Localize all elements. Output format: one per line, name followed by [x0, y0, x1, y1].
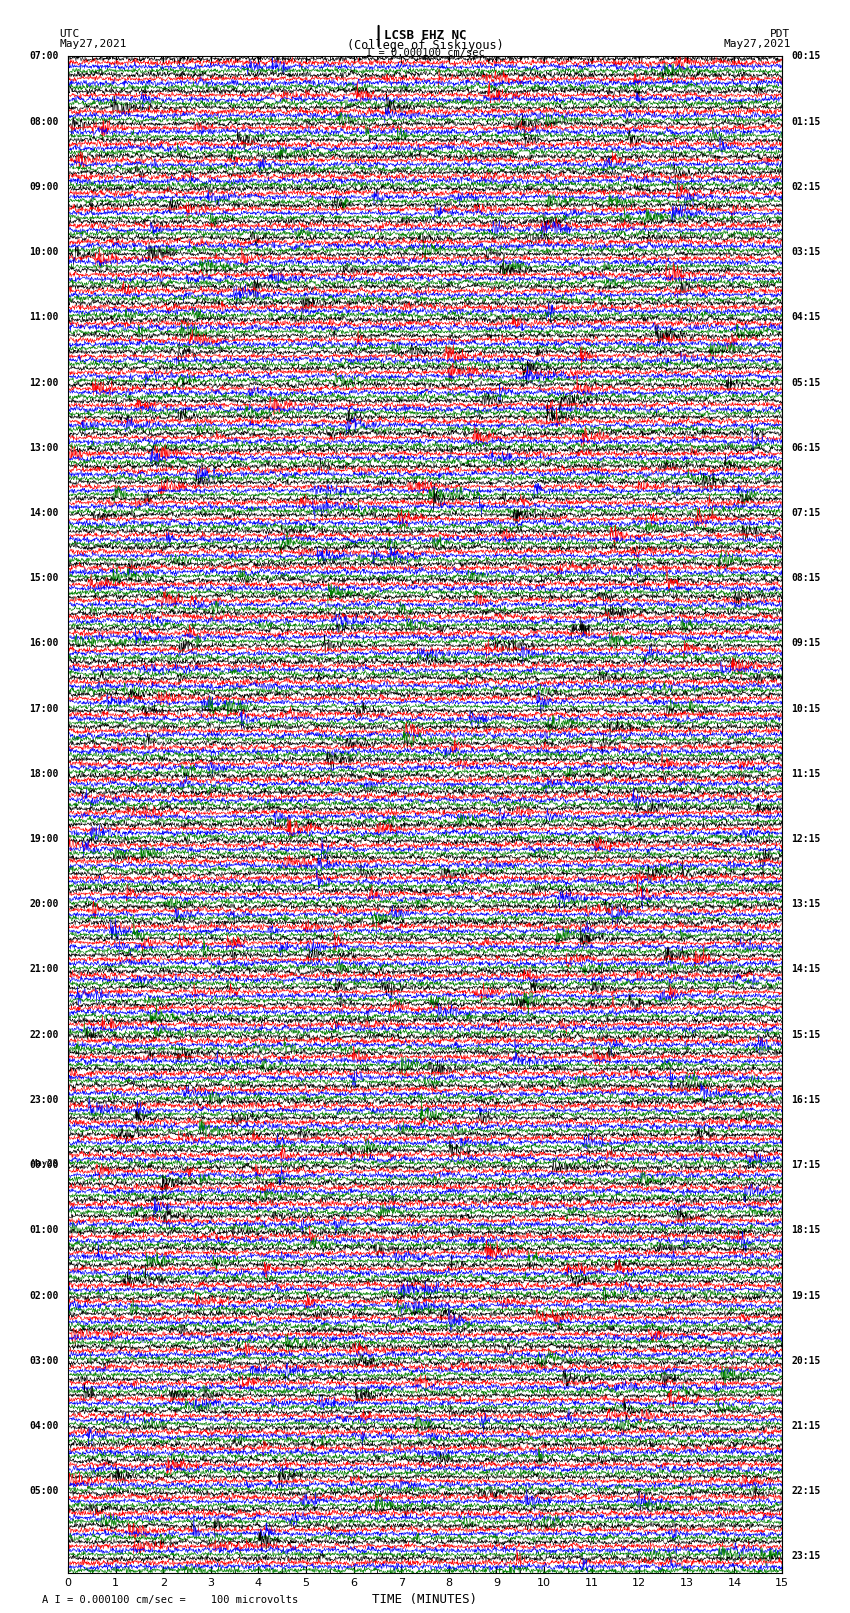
Text: 12:15: 12:15	[791, 834, 821, 844]
Text: 09:15: 09:15	[791, 639, 821, 648]
Text: 05:00: 05:00	[29, 1486, 59, 1497]
X-axis label: TIME (MINUTES): TIME (MINUTES)	[372, 1594, 478, 1607]
Text: (College of Siskiyous): (College of Siskiyous)	[347, 39, 503, 52]
Text: 06:15: 06:15	[791, 442, 821, 453]
Text: 10:15: 10:15	[791, 703, 821, 713]
Text: 02:15: 02:15	[791, 182, 821, 192]
Text: May27,2021: May27,2021	[723, 39, 791, 48]
Text: 20:15: 20:15	[791, 1357, 821, 1366]
Text: 00:00: 00:00	[29, 1160, 59, 1169]
Text: 14:15: 14:15	[791, 965, 821, 974]
Text: 08:15: 08:15	[791, 573, 821, 584]
Text: 16:15: 16:15	[791, 1095, 821, 1105]
Text: May28: May28	[31, 1158, 59, 1168]
Text: LCSB EHZ NC: LCSB EHZ NC	[383, 29, 467, 42]
Text: 23:00: 23:00	[29, 1095, 59, 1105]
Text: A I = 0.000100 cm/sec =    100 microvolts: A I = 0.000100 cm/sec = 100 microvolts	[42, 1595, 298, 1605]
Text: 07:15: 07:15	[791, 508, 821, 518]
Text: 01:00: 01:00	[29, 1226, 59, 1236]
Text: 13:15: 13:15	[791, 898, 821, 910]
Text: 02:00: 02:00	[29, 1290, 59, 1300]
Text: 13:00: 13:00	[29, 442, 59, 453]
Text: 07:00: 07:00	[29, 52, 59, 61]
Text: UTC: UTC	[60, 29, 80, 39]
Text: 04:15: 04:15	[791, 313, 821, 323]
Text: 21:15: 21:15	[791, 1421, 821, 1431]
Text: 00:15: 00:15	[791, 52, 821, 61]
Text: 03:15: 03:15	[791, 247, 821, 256]
Text: 11:00: 11:00	[29, 313, 59, 323]
Text: 23:15: 23:15	[791, 1552, 821, 1561]
Text: 18:00: 18:00	[29, 769, 59, 779]
Text: 19:15: 19:15	[791, 1290, 821, 1300]
Text: 21:00: 21:00	[29, 965, 59, 974]
Text: 15:00: 15:00	[29, 573, 59, 584]
Text: May27,2021: May27,2021	[60, 39, 127, 48]
Text: 05:15: 05:15	[791, 377, 821, 387]
Text: I = 0.000100 cm/sec: I = 0.000100 cm/sec	[366, 48, 484, 58]
Text: 22:00: 22:00	[29, 1029, 59, 1040]
Text: 10:00: 10:00	[29, 247, 59, 256]
Text: 09:00: 09:00	[29, 182, 59, 192]
Text: 22:15: 22:15	[791, 1486, 821, 1497]
Text: 16:00: 16:00	[29, 639, 59, 648]
Text: PDT: PDT	[770, 29, 790, 39]
Text: 08:00: 08:00	[29, 116, 59, 127]
Text: 18:15: 18:15	[791, 1226, 821, 1236]
Text: 04:00: 04:00	[29, 1421, 59, 1431]
Text: 20:00: 20:00	[29, 898, 59, 910]
Text: 14:00: 14:00	[29, 508, 59, 518]
Text: 01:15: 01:15	[791, 116, 821, 127]
Text: 15:15: 15:15	[791, 1029, 821, 1040]
Text: 03:00: 03:00	[29, 1357, 59, 1366]
Text: 17:00: 17:00	[29, 703, 59, 713]
Text: 17:15: 17:15	[791, 1160, 821, 1169]
Text: 11:15: 11:15	[791, 769, 821, 779]
Text: 12:00: 12:00	[29, 377, 59, 387]
Text: 19:00: 19:00	[29, 834, 59, 844]
